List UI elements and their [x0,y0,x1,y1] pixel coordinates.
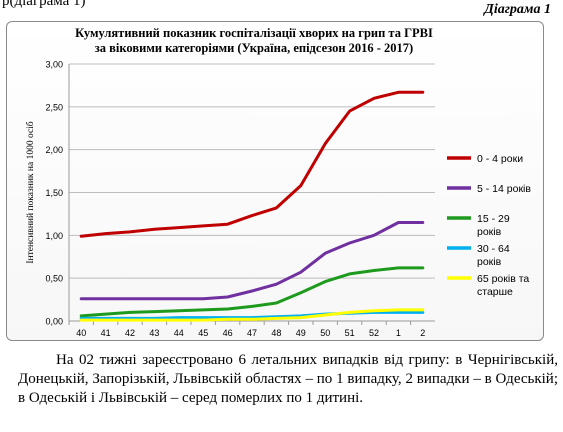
series-line-1 [79,90,425,238]
top-text-fragment: р(діаграма 1) [2,0,86,9]
series-line-3 [79,266,425,318]
chart-title-line1: Кумулятивний показник госпіталізації хво… [75,26,433,40]
x-tick-label: 47 [247,328,257,338]
y-tick-label: 3,00 [45,60,63,70]
x-tick-label: 2 [420,328,425,338]
x-tick-label: 45 [198,328,208,338]
y-tick-label: 1,50 [45,188,63,198]
legend-label: років [477,256,502,268]
legend-label: 0 - 4 роки [477,153,523,165]
caption-text: На 02 тижні зареєстровано 6 летальних ви… [18,352,558,406]
diagram-label: Діаграма 1 [484,2,551,17]
x-tick-label: 50 [320,328,330,338]
x-tick-label: 49 [296,328,306,338]
legend-label: старше [477,286,513,298]
chart-title-line2: за віковими категоріями (Україна, епідсе… [95,41,413,55]
y-tick-label: 0,00 [45,317,63,327]
legend-label: 15 - 29 [477,213,510,225]
x-tick-label: 41 [101,328,111,338]
y-tick-label: 0,50 [45,274,63,284]
x-tick-label: 43 [149,328,159,338]
caption-paragraph: На 02 тижні зареєстровано 6 летальних ви… [18,351,558,408]
y-tick-label: 2,50 [45,102,63,112]
x-tick-label: 51 [345,328,355,338]
series-line-5 [79,308,425,322]
chart-container: Кумулятивний показник госпіталізації хво… [6,21,544,341]
x-tick-label: 48 [271,328,281,338]
y-tick-label: 2,00 [45,145,63,155]
x-tick-label: 42 [125,328,135,338]
x-tick-label: 40 [76,328,86,338]
chart-svg: Кумулятивний показник госпіталізації хво… [25,26,531,338]
y-axis-label: Інтенсивний показник на 1000 осіб [25,121,36,263]
x-tick-label: 46 [223,328,233,338]
x-tick-label: 44 [174,328,184,338]
x-tick-label: 52 [369,328,379,338]
series-line-2 [79,221,425,301]
y-tick-label: 1,00 [45,231,63,241]
legend-label: 30 - 64 [477,243,510,255]
legend-label: років [477,226,502,238]
legend-label: 5 - 14 років [477,183,531,195]
legend-label: 65 років та [477,273,529,285]
x-tick-label: 1 [396,328,401,338]
